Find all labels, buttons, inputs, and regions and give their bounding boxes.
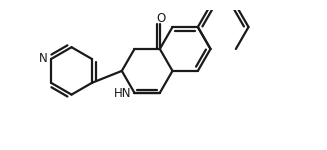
Text: N: N: [39, 52, 48, 65]
Text: HN: HN: [114, 87, 132, 100]
Text: O: O: [156, 12, 165, 25]
